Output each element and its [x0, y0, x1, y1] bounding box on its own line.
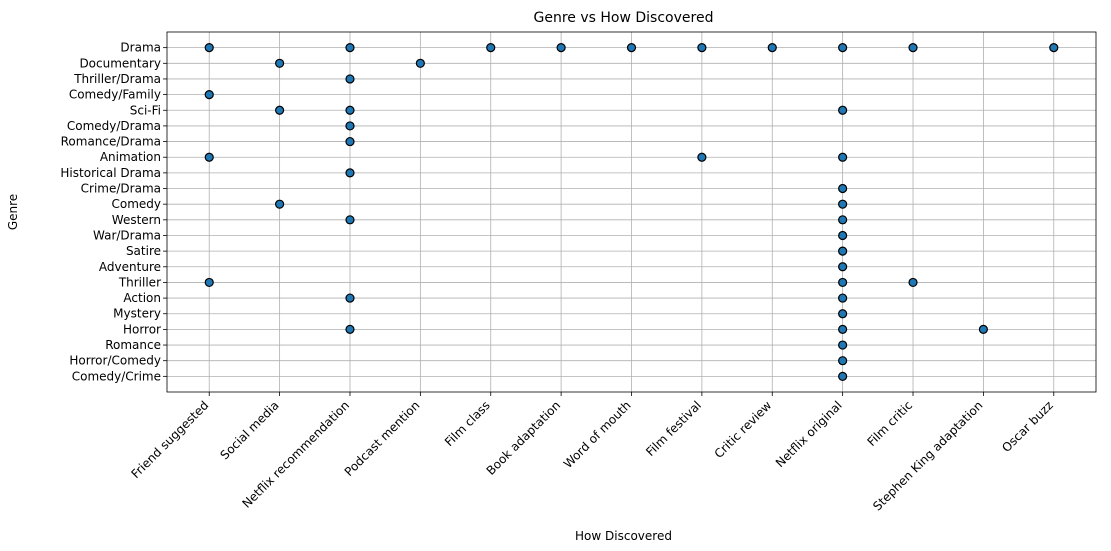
scatter-point — [204, 90, 214, 100]
grid-layer — [167, 32, 1096, 392]
y-axis-title: Genre — [6, 194, 20, 230]
scatter-point — [345, 121, 355, 131]
scatter-point — [838, 230, 848, 241]
scatter-point — [838, 293, 848, 303]
scatter-point — [838, 152, 848, 162]
scatter-point — [275, 105, 285, 115]
y-tick-label: Horror/Comedy — [69, 354, 161, 368]
scatter-point — [838, 262, 848, 272]
x-tick-label: Word of mouth — [561, 398, 634, 471]
x-tick-label: Film critic — [864, 398, 915, 449]
scatter-point — [556, 43, 566, 53]
scatter-point — [838, 309, 848, 319]
scatter-point — [275, 58, 285, 68]
scatter-point — [697, 43, 707, 53]
y-tick-label: Drama — [120, 41, 161, 55]
y-tick-label: Comedy — [111, 197, 161, 211]
y-tick-label: Mystery — [113, 307, 161, 321]
scatter-point — [1049, 43, 1059, 53]
x-tick-label: Podcast mention — [342, 398, 423, 479]
scatter-point — [345, 215, 355, 225]
y-tick-label: Adventure — [99, 260, 161, 274]
scatter-point — [345, 136, 355, 147]
points-layer — [204, 43, 1059, 381]
scatter-point — [838, 371, 848, 381]
scatter-point — [345, 43, 355, 53]
y-tick-label: Historical Drama — [60, 166, 161, 180]
y-tick-label: Crime/Drama — [81, 182, 161, 196]
y-tick-label: Sci-Fi — [130, 103, 161, 117]
y-tick-label: Comedy/Drama — [67, 119, 161, 133]
scatter-point — [345, 74, 355, 84]
scatter-point — [838, 215, 848, 225]
y-tick-label: Thriller/Drama — [73, 72, 161, 86]
scatter-point — [697, 152, 707, 162]
x-tick-label: Book adaptation — [484, 398, 564, 478]
scatter-point — [204, 152, 214, 162]
scatter-point — [838, 340, 848, 350]
y-tick-label: Animation — [100, 150, 161, 164]
scatter-point — [204, 43, 214, 53]
y-tick-label: Comedy/Crime — [72, 369, 161, 383]
scatter-point — [345, 105, 355, 115]
y-tick-label: Satire — [126, 244, 161, 258]
scatter-point — [345, 168, 355, 178]
scatter-point — [767, 43, 777, 53]
scatter-point — [626, 43, 637, 53]
scatter-point — [838, 199, 848, 209]
x-axis-title: How Discovered — [575, 529, 672, 543]
x-tick-label: Oscar buzz — [999, 398, 1056, 455]
y-tick-label: Thriller — [118, 275, 161, 289]
y-tick-label: War/Drama — [93, 228, 161, 242]
ticks-layer — [163, 47, 1055, 396]
scatter-point — [838, 105, 848, 115]
x-tick-label: Critic review — [712, 398, 775, 461]
y-tick-label: Documentary — [79, 56, 161, 70]
scatter-point — [204, 277, 214, 288]
scatter-point — [908, 277, 918, 288]
scatter-point — [345, 293, 355, 303]
scatter-point — [275, 199, 285, 209]
y-tick-label: Romance/Drama — [61, 135, 161, 149]
scatter-point — [345, 324, 355, 334]
scatter-point — [838, 324, 848, 334]
scatter-point — [908, 43, 918, 53]
y-tick-label: Comedy/Family — [69, 88, 161, 102]
y-tick-label: Romance — [105, 338, 161, 352]
y-tick-label: Action — [123, 291, 161, 305]
chart-title: Genre vs How Discovered — [534, 10, 714, 26]
scatter-point — [978, 324, 988, 334]
scatter-point — [838, 43, 848, 53]
scatter-point — [838, 356, 848, 366]
y-tick-label: Western — [112, 213, 161, 227]
scatter-point — [838, 183, 848, 194]
x-tick-label: Film festival — [643, 398, 704, 459]
x-tick-label: Film class — [442, 398, 493, 449]
scatter-point — [486, 43, 496, 53]
x-tick-label: Friend suggested — [129, 398, 212, 481]
y-tick-label: Horror — [123, 322, 161, 336]
scatter-point — [415, 58, 425, 68]
x-tick-label: Netflix original — [773, 398, 845, 470]
scatter-point — [838, 277, 848, 288]
x-tick-label: Social media — [218, 398, 282, 462]
scatter-point — [838, 246, 848, 256]
